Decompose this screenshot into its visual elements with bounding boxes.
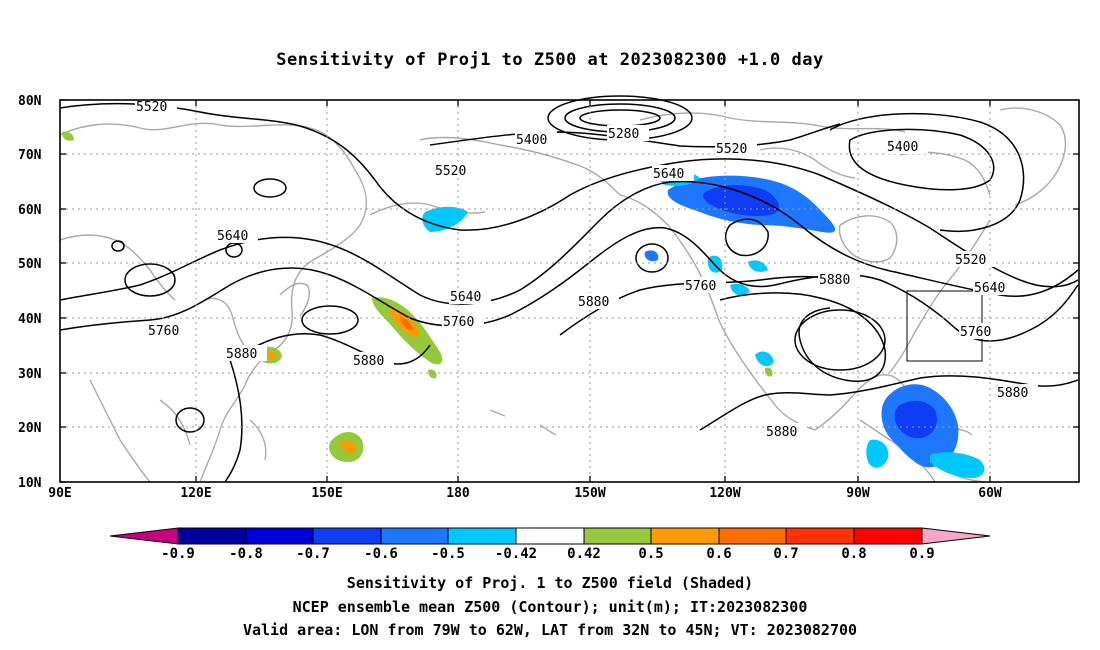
- contour-label: 5400: [887, 140, 918, 155]
- contour-label: 5640: [217, 229, 248, 244]
- contour-label: 5520: [136, 100, 167, 115]
- colorbar-label: 0.6: [706, 546, 731, 562]
- lon-label: 150E: [311, 486, 342, 501]
- caption-line-2: NCEP ensemble mean Z500 (Contour); unit(…: [292, 598, 808, 616]
- contour-label: 5880: [997, 386, 1028, 401]
- lon-label: 60W: [978, 486, 1002, 501]
- contour-label: 5880: [578, 295, 609, 310]
- contour-label: 5640: [653, 167, 684, 182]
- contour-label: 5520: [716, 142, 747, 157]
- colorbar-cell: [447, 527, 517, 545]
- sensitivity-shading: [62, 131, 985, 478]
- contour-label: 5520: [435, 164, 466, 179]
- caption-line-3: Valid area: LON from 79W to 62W, LAT fro…: [242, 621, 858, 639]
- colorbar-cell: [921, 527, 991, 545]
- colorbar-cell: [245, 527, 314, 545]
- lon-label: 120W: [709, 486, 740, 501]
- lon-label: 90W: [846, 486, 870, 501]
- contour-label: 5880: [766, 425, 797, 440]
- colorbar-cell: [785, 527, 855, 545]
- contour-label: 5880: [353, 354, 384, 369]
- colorbar-cell: [177, 527, 247, 545]
- lon-label: 90E: [48, 486, 71, 501]
- colorbar-label: 0.42: [567, 546, 601, 562]
- colorbar-label: -0.9: [161, 546, 195, 562]
- colorbar-cell: [583, 527, 652, 545]
- lat-label: 50N: [18, 257, 42, 272]
- colorbar-cell: [380, 527, 449, 545]
- colorbar-label: -0.6: [364, 546, 398, 562]
- contour-label: 5760: [443, 315, 474, 330]
- longitude-labels: 90E 120E 150E 180 150W 120W 90W 60W: [48, 486, 1002, 501]
- colorbar-label: -0.42: [495, 546, 537, 562]
- gridlines: [60, 100, 1079, 482]
- contour-label: 5640: [450, 290, 481, 305]
- contour-labels: 5520 5400 5280 5520 5400 5520 5640 5640 …: [135, 98, 1038, 440]
- lat-label: 20N: [18, 421, 42, 436]
- colorbar-cell: [109, 527, 179, 545]
- lat-label: 60N: [18, 203, 42, 218]
- contour-label: 5760: [960, 325, 991, 340]
- lat-label: 40N: [18, 312, 42, 327]
- colorbar-label: -0.8: [229, 546, 263, 562]
- lat-label: 80N: [18, 94, 42, 109]
- colorbar-cell: [650, 527, 720, 545]
- caption-line-1: Sensitivity of Proj. 1 to Z500 field (Sh…: [346, 574, 754, 592]
- colorbar-label: -0.5: [431, 546, 465, 562]
- tick-marks: [60, 99, 1079, 483]
- colorbar: [109, 527, 991, 545]
- colorbar-label: 0.8: [841, 546, 866, 562]
- colorbar-label: -0.7: [296, 546, 330, 562]
- latitude-labels: 80N 70N 60N 50N 40N 30N 20N 10N: [18, 94, 42, 491]
- contour-label: 5760: [148, 324, 179, 339]
- contour-label: 5400: [516, 133, 547, 148]
- colorbar-label: 0.7: [773, 546, 798, 562]
- colorbar-cell: [515, 527, 585, 545]
- map-plot-area: 5520 5400 5280 5520 5400 5520 5640 5640 …: [18, 94, 1080, 501]
- colorbar-cell: [853, 527, 923, 545]
- colorbar-label: 0.5: [638, 546, 663, 562]
- contour-label: 5520: [955, 253, 986, 268]
- map-frame: [59, 99, 1080, 483]
- lat-label: 70N: [18, 148, 42, 163]
- contour-label: 5880: [226, 347, 257, 362]
- colorbar-cell: [312, 527, 382, 545]
- map-title: Sensitivity of Proj1 to Z500 at 20230823…: [276, 50, 824, 70]
- lat-label: 10N: [18, 476, 42, 491]
- contour-label: 5880: [819, 273, 850, 288]
- colorbar-label: 0.9: [909, 546, 934, 562]
- contour-label: 5280: [608, 127, 639, 142]
- lon-label: 150W: [574, 486, 605, 501]
- contour-label: 5760: [685, 279, 716, 294]
- colorbar-labels: -0.9 -0.8 -0.7 -0.6 -0.5 -0.42 0.42 0.5 …: [161, 546, 935, 562]
- contour-label: 5640: [974, 281, 1005, 296]
- lon-label: 120E: [180, 486, 211, 501]
- colorbar-cell: [718, 527, 787, 545]
- lon-label: 180: [446, 486, 470, 501]
- lat-label: 30N: [18, 367, 42, 382]
